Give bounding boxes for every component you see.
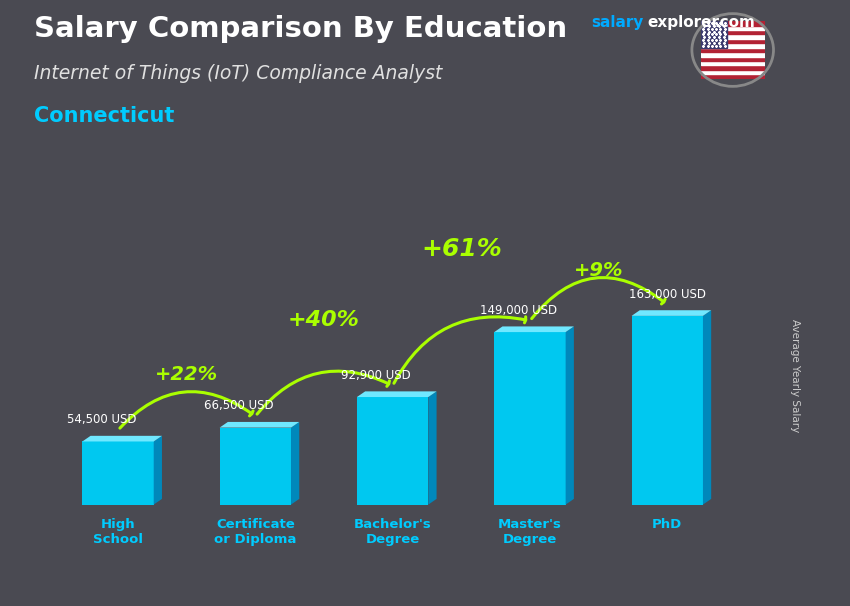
- Polygon shape: [632, 316, 703, 505]
- Bar: [701, 48, 765, 52]
- Text: +9%: +9%: [574, 261, 623, 280]
- Polygon shape: [494, 332, 565, 505]
- Polygon shape: [154, 436, 162, 505]
- Bar: [701, 35, 765, 39]
- Text: salary: salary: [591, 15, 643, 30]
- Polygon shape: [703, 310, 711, 505]
- Bar: [701, 70, 765, 75]
- Bar: [701, 61, 765, 65]
- Bar: [701, 75, 765, 79]
- Bar: [701, 21, 765, 25]
- Bar: [701, 56, 765, 61]
- Polygon shape: [565, 327, 574, 505]
- Polygon shape: [219, 428, 291, 505]
- Polygon shape: [428, 391, 437, 505]
- Bar: [701, 52, 765, 56]
- Text: Certificate
or Diploma: Certificate or Diploma: [214, 518, 297, 546]
- Text: High
School: High School: [93, 518, 143, 546]
- Text: 149,000 USD: 149,000 USD: [480, 304, 558, 317]
- Polygon shape: [82, 436, 162, 442]
- Polygon shape: [291, 422, 299, 505]
- Text: +22%: +22%: [155, 365, 218, 384]
- Text: .com: .com: [714, 15, 755, 30]
- Bar: [701, 21, 727, 48]
- Text: explorer: explorer: [648, 15, 720, 30]
- Polygon shape: [219, 422, 299, 428]
- Text: PhD: PhD: [652, 518, 683, 531]
- Bar: [701, 30, 765, 35]
- Polygon shape: [494, 327, 574, 332]
- Bar: [701, 39, 765, 44]
- Text: Connecticut: Connecticut: [34, 106, 174, 126]
- Text: 163,000 USD: 163,000 USD: [629, 288, 706, 301]
- Text: +61%: +61%: [421, 237, 502, 261]
- Text: 92,900 USD: 92,900 USD: [342, 369, 411, 382]
- Bar: [701, 65, 765, 70]
- Bar: [701, 44, 765, 48]
- Polygon shape: [357, 397, 428, 505]
- Text: 54,500 USD: 54,500 USD: [67, 413, 136, 427]
- Text: 66,500 USD: 66,500 USD: [204, 399, 274, 413]
- Bar: [701, 25, 765, 30]
- Polygon shape: [82, 442, 154, 505]
- Polygon shape: [357, 391, 437, 397]
- Text: Internet of Things (IoT) Compliance Analyst: Internet of Things (IoT) Compliance Anal…: [34, 64, 442, 82]
- Text: Salary Comparison By Education: Salary Comparison By Education: [34, 15, 567, 43]
- Polygon shape: [632, 310, 711, 316]
- Text: Bachelor's
Degree: Bachelor's Degree: [354, 518, 432, 546]
- Text: Average Yearly Salary: Average Yearly Salary: [790, 319, 800, 432]
- Text: Master's
Degree: Master's Degree: [498, 518, 562, 546]
- Text: +40%: +40%: [288, 310, 360, 330]
